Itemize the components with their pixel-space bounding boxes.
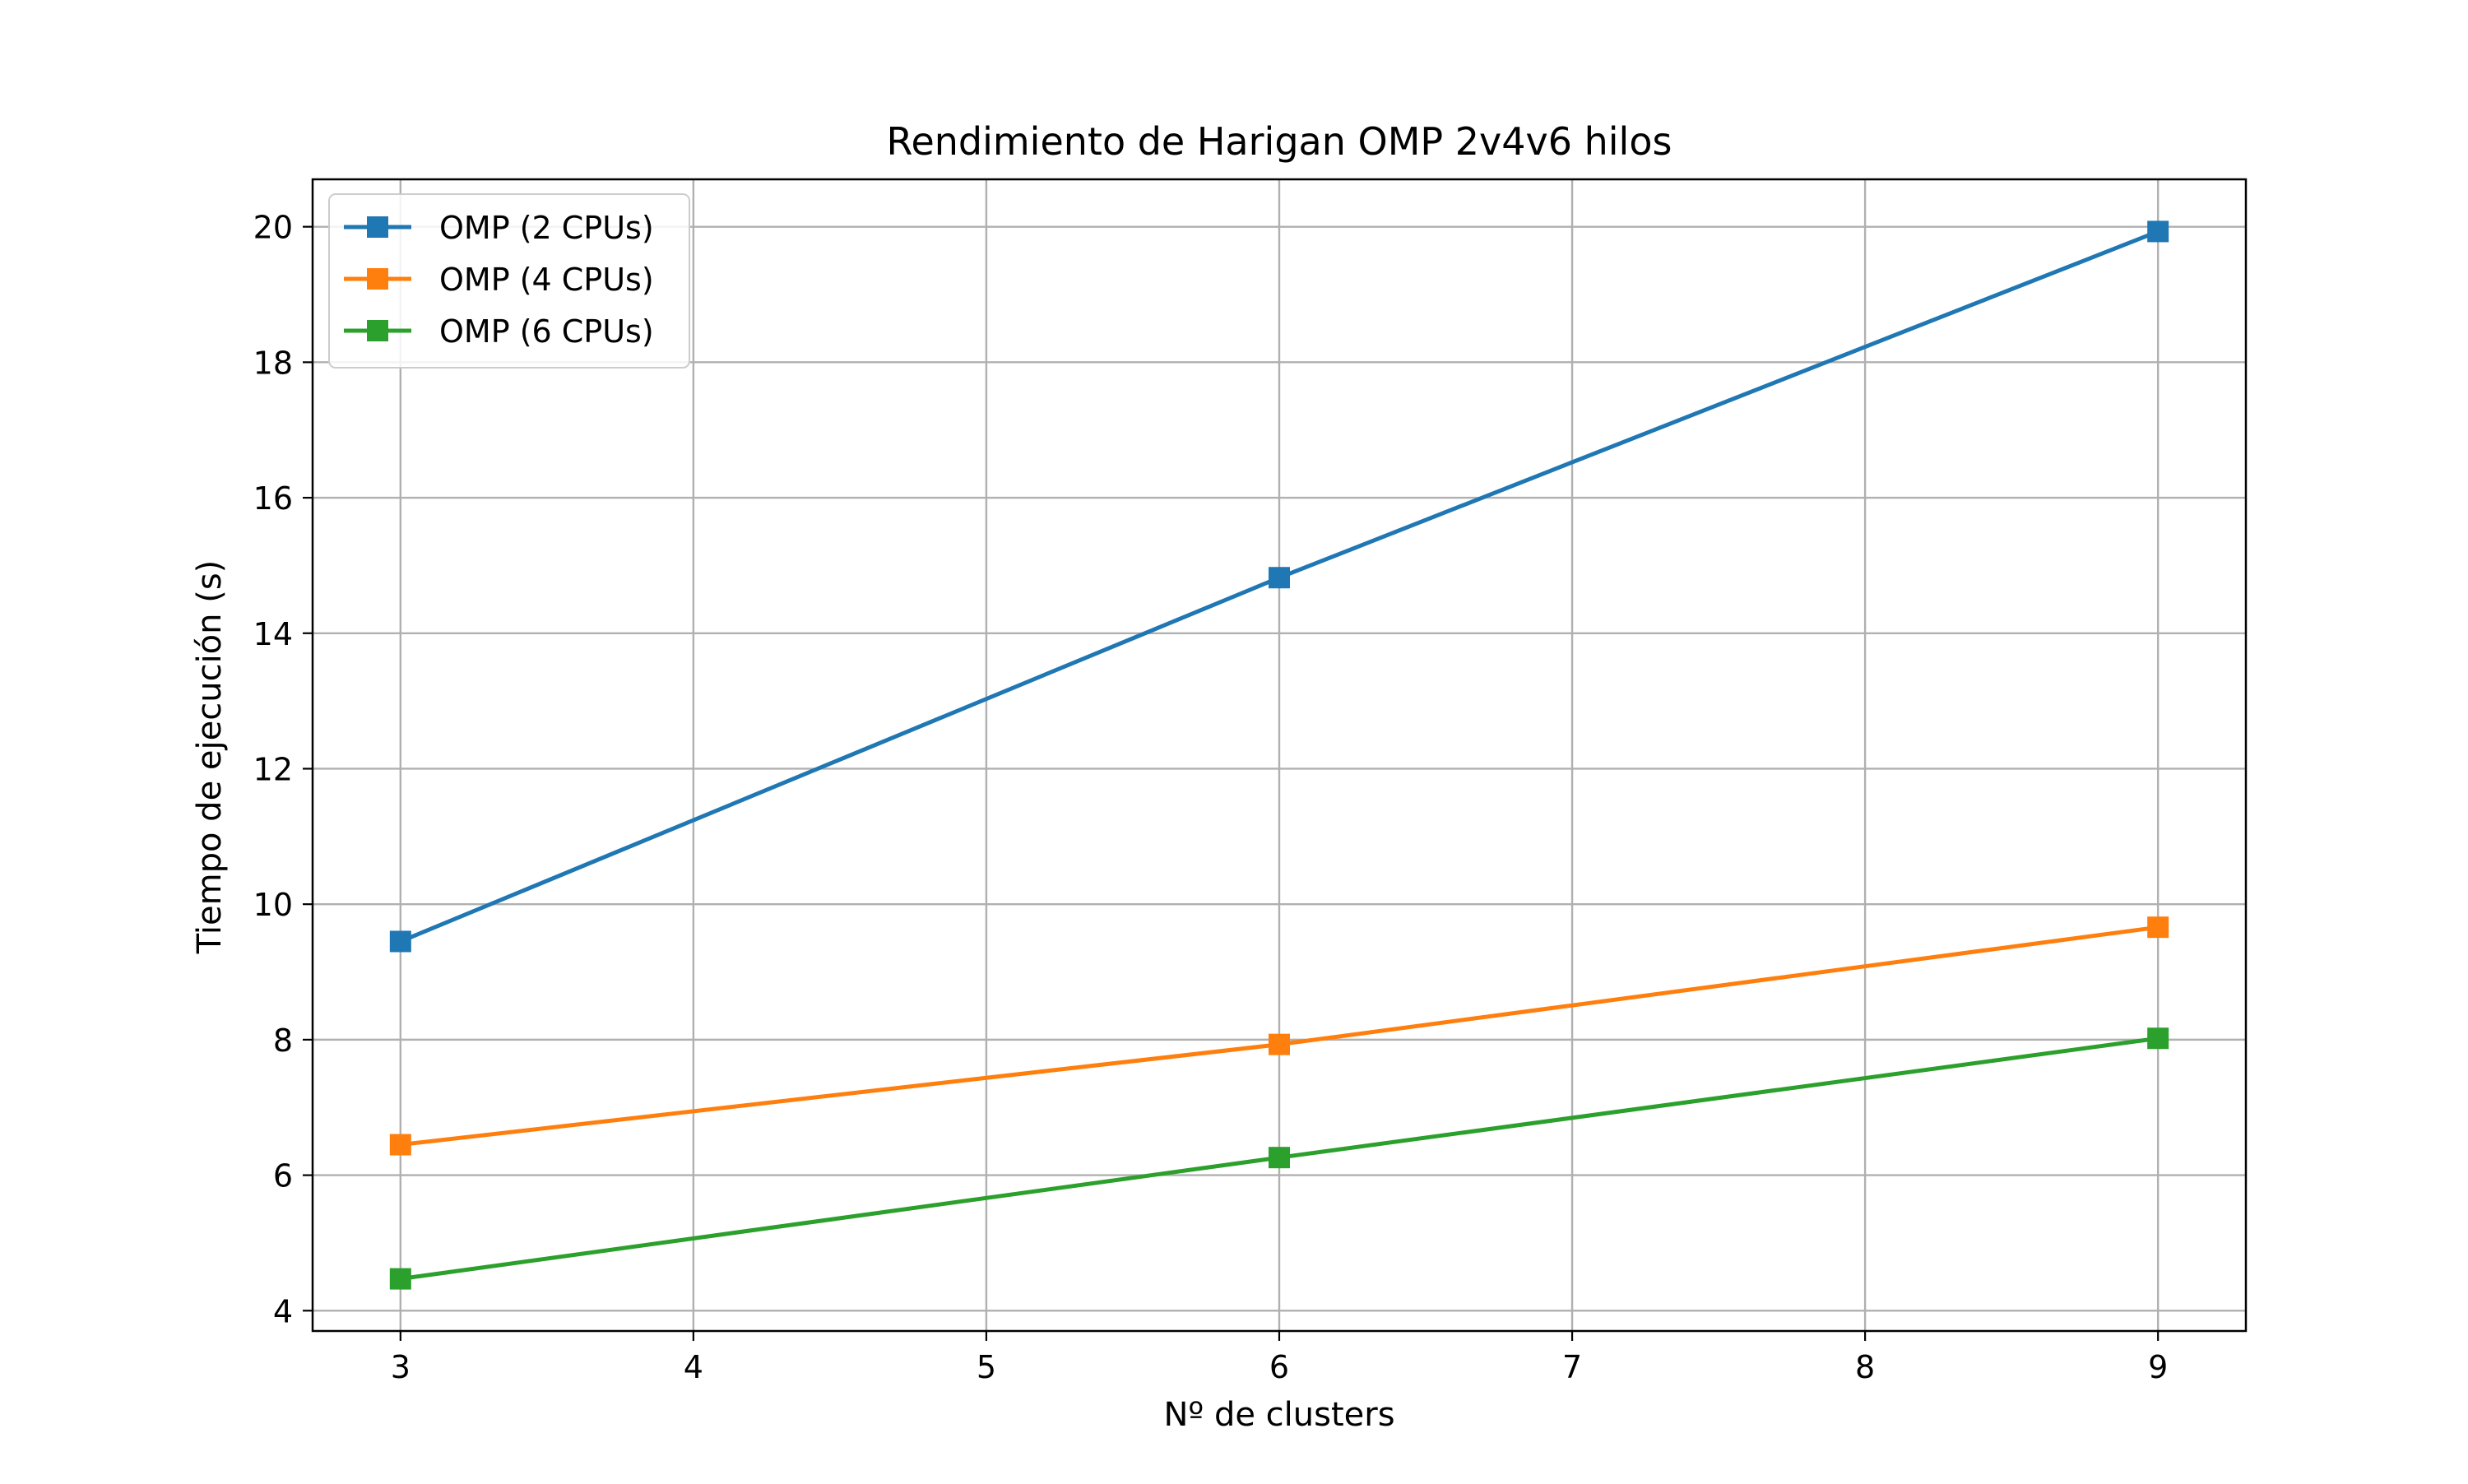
legend-label-3: OMP (6 CPUs) xyxy=(439,313,654,350)
series-layer xyxy=(389,220,2169,1290)
legend-frame xyxy=(328,193,690,369)
y-tick-label: 6 xyxy=(273,1158,293,1194)
series-2-point xyxy=(389,1134,411,1156)
series-3-point xyxy=(2147,1027,2169,1050)
y-tick-label: 10 xyxy=(253,887,293,923)
y-tick-label: 20 xyxy=(253,210,293,246)
y-tick-label: 18 xyxy=(253,345,293,381)
series-2-point xyxy=(1269,1033,1290,1055)
series-1-point xyxy=(1269,567,1290,589)
y-tick-label: 8 xyxy=(273,1023,293,1059)
legend-label-1: OMP (2 CPUs) xyxy=(439,210,654,246)
y-tick-label: 14 xyxy=(253,616,293,652)
x-tick-label: 7 xyxy=(1562,1349,1582,1385)
x-tick-label: 8 xyxy=(1855,1349,1875,1385)
series-1-point xyxy=(2147,220,2169,243)
axis-ticks: 3 4 5 6 7 8 9 4 6 8 10 12 14 16 18 20 xyxy=(253,210,2169,1385)
x-tick-label: 4 xyxy=(684,1349,703,1385)
x-tick-label: 3 xyxy=(391,1349,411,1385)
y-tick-label: 4 xyxy=(273,1293,293,1329)
series-1-point xyxy=(389,930,411,953)
y-tick-label: 12 xyxy=(253,751,293,787)
x-tick-label: 5 xyxy=(977,1349,996,1385)
legend-marker-2 xyxy=(367,268,388,290)
series-3-point xyxy=(389,1268,411,1290)
x-axis-label: Nº de clusters xyxy=(1163,1396,1394,1434)
series-3-point xyxy=(1269,1147,1290,1169)
legend-marker-1 xyxy=(367,216,388,238)
chart-title: Rendimiento de Harigan OMP 2v4v6 hilos xyxy=(887,119,1672,164)
grid-lines xyxy=(313,179,2246,1331)
legend: OMP (2 CPUs) OMP (4 CPUs) OMP (6 CPUs) xyxy=(328,193,690,369)
y-axis-label: Tiempo de ejecución (s) xyxy=(191,560,229,955)
y-tick-label: 16 xyxy=(253,480,293,517)
series-2-point xyxy=(2147,916,2169,939)
x-tick-label: 6 xyxy=(1269,1349,1289,1385)
x-tick-label: 9 xyxy=(2148,1349,2168,1385)
legend-marker-3 xyxy=(367,320,388,341)
legend-label-2: OMP (4 CPUs) xyxy=(439,262,654,298)
